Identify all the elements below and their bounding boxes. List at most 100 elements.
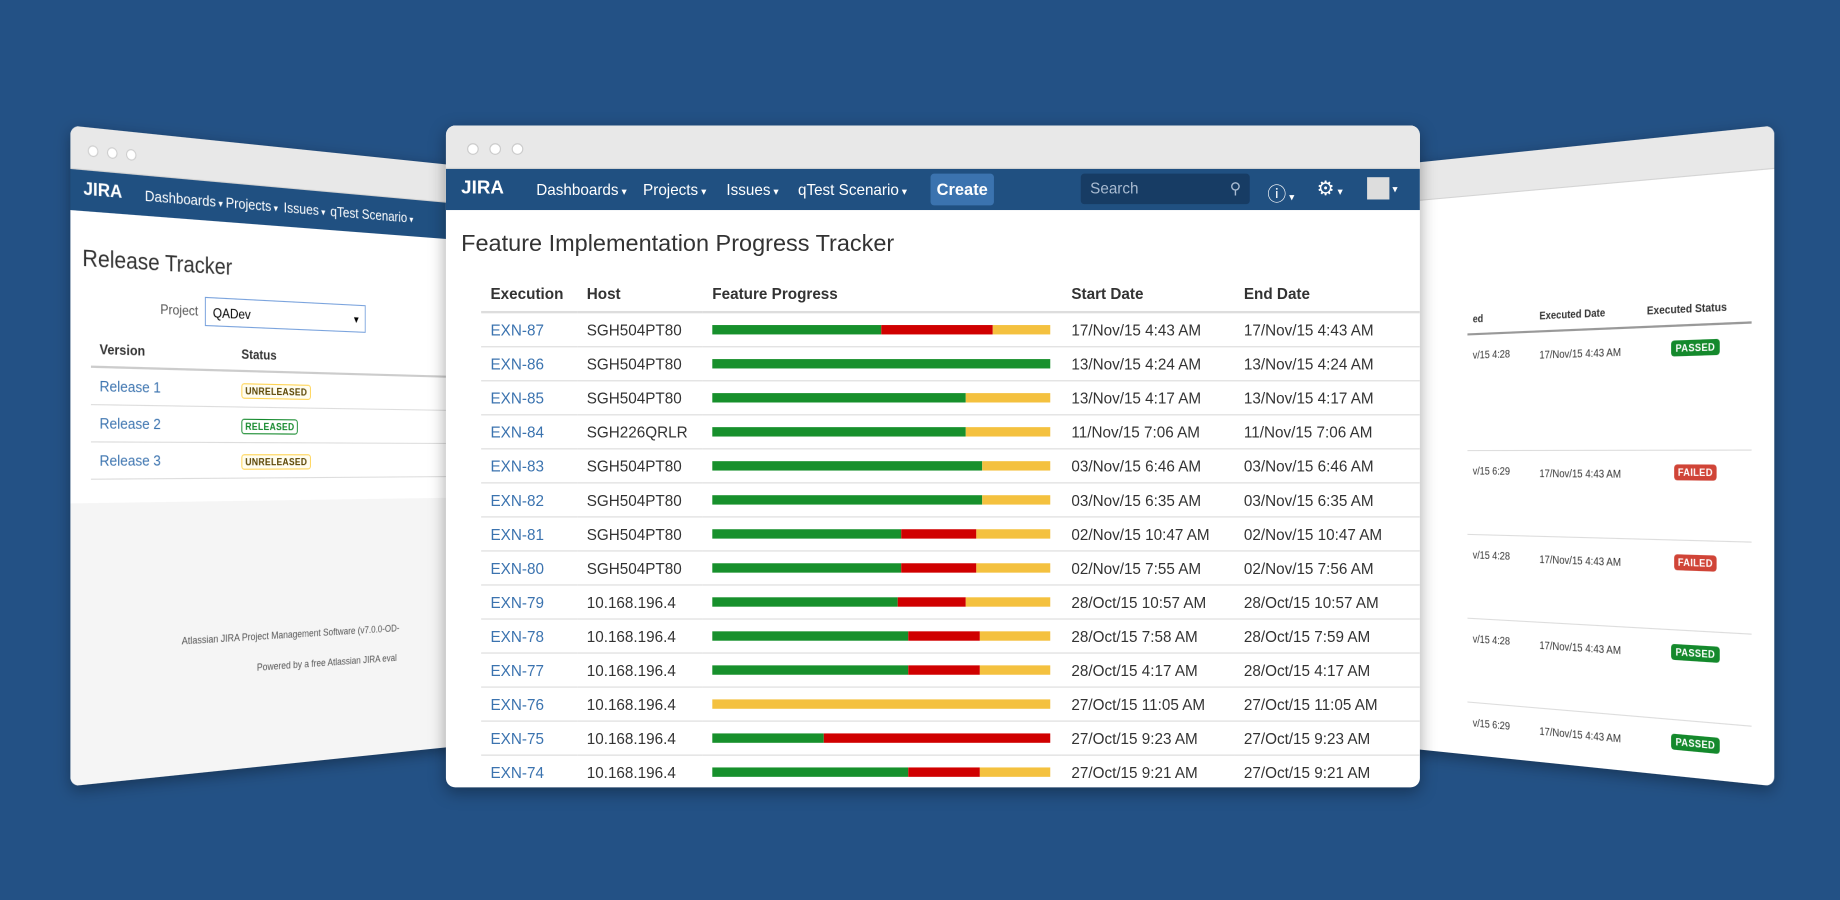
column-header: Execution — [481, 276, 577, 312]
progress-segment — [712, 563, 901, 572]
execution-link[interactable]: EXN-86 — [491, 355, 544, 373]
date-cell: 17/Nov/15 4:43 AM — [1534, 327, 1641, 450]
execution-link[interactable]: EXN-74 — [491, 763, 544, 781]
cell: UNRELEASED — [234, 371, 451, 411]
progress-segment — [712, 427, 965, 436]
execution-link[interactable]: EXN-77 — [491, 661, 544, 679]
nav-item[interactable]: Issues — [284, 199, 326, 219]
cell — [703, 517, 1062, 551]
execution-link[interactable]: EXN-82 — [491, 491, 544, 509]
nav-item[interactable]: Projects — [226, 194, 278, 215]
execution-link[interactable]: EXN-87 — [491, 321, 544, 339]
date-cell: v/15 4:28 — [1467, 534, 1533, 622]
progress-segment — [712, 733, 824, 742]
cell — [703, 721, 1062, 755]
cell — [703, 755, 1062, 787]
column-header: Executed Date — [1534, 297, 1641, 332]
execution-table: ed Executed Date Executed Status v/15 4:28 1… — [1467, 291, 1751, 786]
table-row: EXN-85 SGH504PT80 13/Nov/15 4:17 AM 13/Nov/… — [481, 381, 1420, 415]
nav-item[interactable]: Projects — [643, 181, 706, 199]
progress-segment — [993, 325, 1050, 334]
progress-bar — [712, 767, 1050, 776]
version-link[interactable]: Release 3 — [100, 452, 161, 469]
progress-segment — [712, 461, 982, 470]
version-link[interactable]: Release 1 — [100, 377, 161, 396]
end-date: 03/Nov/15 6:46 AM — [1234, 449, 1419, 483]
execution-link[interactable]: EXN-85 — [491, 389, 544, 407]
cell: Release 1 — [91, 367, 234, 407]
execution-link[interactable]: EXN-79 — [491, 593, 544, 611]
host-cell: SGH504PT80 — [577, 449, 703, 483]
host-cell: SGH504PT80 — [577, 551, 703, 585]
project-select[interactable]: QADev ▼ — [205, 297, 366, 333]
table-row: EXN-84 SGH226QRLR 11/Nov/15 7:06 AM 11/Nov/… — [481, 415, 1420, 449]
start-date: 28/Oct/15 10:57 AM — [1062, 585, 1235, 619]
execution-link[interactable]: EXN-81 — [491, 525, 544, 543]
cell: EXN-76 — [481, 687, 577, 721]
progress-segment — [712, 495, 982, 504]
nav-item[interactable]: Issues — [726, 181, 778, 199]
nav-item[interactable]: Dashboards — [145, 187, 223, 210]
cell: EXN-74 — [481, 755, 577, 787]
cell: Release 3 — [91, 442, 234, 479]
execution-link[interactable]: EXN-83 — [491, 457, 544, 475]
search-box[interactable]: Search ⚲ — [1081, 174, 1250, 205]
execution-link[interactable]: EXN-75 — [491, 729, 544, 747]
table-row: EXN-78 10.168.196.4 28/Oct/15 7:58 AM 28/Oc… — [481, 619, 1420, 653]
cell — [703, 449, 1062, 483]
host-cell: 10.168.196.4 — [577, 721, 703, 755]
footer-text: Atlassian JIRA Project Management Softwa… — [182, 623, 400, 647]
left-window: JIRADashboardsProjectsIssuesqTest Scenar… — [70, 126, 470, 787]
end-date: 13/Nov/15 4:24 AM — [1234, 347, 1419, 381]
date-cell: 17/Nov/15 4:43 AM — [1534, 622, 1641, 717]
host-cell: 10.168.196.4 — [577, 653, 703, 687]
logo[interactable]: JIRA — [461, 178, 504, 199]
create-button[interactable]: Create — [931, 174, 994, 206]
cell: EXN-86 — [481, 347, 577, 381]
nav-item[interactable]: qTest Scenario — [798, 181, 907, 199]
settings-menu[interactable]: ⚙ — [1317, 177, 1343, 200]
end-date: 02/Nov/15 10:47 AM — [1234, 517, 1419, 551]
host-cell: SGH504PT80 — [577, 312, 703, 347]
execution-link[interactable]: EXN-80 — [491, 559, 544, 577]
nav-item[interactable]: Dashboards — [536, 181, 627, 199]
cell: PASSED — [1641, 628, 1752, 726]
footer: Atlassian JIRA Project Management Softwa… — [70, 497, 470, 786]
start-date: 02/Nov/15 10:47 AM — [1062, 517, 1235, 551]
progress-segment — [908, 631, 979, 640]
progress-bar — [712, 427, 1050, 436]
table-row: EXN-75 10.168.196.4 27/Oct/15 9:23 AM 27/Oc… — [481, 721, 1420, 755]
help-menu[interactable]: ⓘ — [1267, 178, 1294, 206]
search-placeholder: Search — [1090, 180, 1138, 198]
progress-segment — [976, 563, 1050, 572]
progress-segment — [979, 631, 1050, 640]
execution-link[interactable]: EXN-84 — [491, 423, 544, 441]
field-label: Project — [160, 301, 198, 319]
cell: EXN-81 — [481, 517, 577, 551]
status-badge: PASSED — [1672, 734, 1720, 754]
right-window: ed Executed Date Executed Status v/15 4:28 1… — [1407, 126, 1775, 787]
cell — [703, 619, 1062, 653]
window-chrome — [1407, 126, 1775, 202]
nav-item[interactable]: qTest Scenario — [330, 203, 413, 226]
progress-segment — [881, 325, 993, 334]
table-row: EXN-79 10.168.196.4 28/Oct/15 10:57 AM 28/O… — [481, 585, 1420, 619]
status-badge: UNRELEASED — [241, 454, 311, 470]
table-row: EXN-77 10.168.196.4 28/Oct/15 4:17 AM 28/Oc… — [481, 653, 1420, 687]
progress-segment — [902, 529, 976, 538]
execution-link[interactable]: EXN-78 — [491, 627, 544, 645]
start-date: 27/Oct/15 9:21 AM — [1062, 755, 1235, 787]
cell — [703, 347, 1062, 381]
end-date: 28/Oct/15 10:57 AM — [1234, 585, 1419, 619]
table-row: EXN-80 SGH504PT80 02/Nov/15 7:55 AM 02/Nov/… — [481, 551, 1420, 585]
start-date: 03/Nov/15 6:35 AM — [1062, 483, 1235, 517]
version-link[interactable]: Release 2 — [100, 415, 161, 433]
progress-segment — [966, 393, 1050, 402]
end-date: 28/Oct/15 4:17 AM — [1234, 653, 1419, 687]
progress-segment — [983, 461, 1051, 470]
start-date: 28/Oct/15 4:17 AM — [1062, 653, 1235, 687]
start-date: 17/Nov/15 4:43 AM — [1062, 312, 1235, 347]
execution-link[interactable]: EXN-76 — [491, 695, 544, 713]
user-menu[interactable] — [1367, 177, 1398, 199]
cell: PASSED — [1641, 717, 1752, 786]
